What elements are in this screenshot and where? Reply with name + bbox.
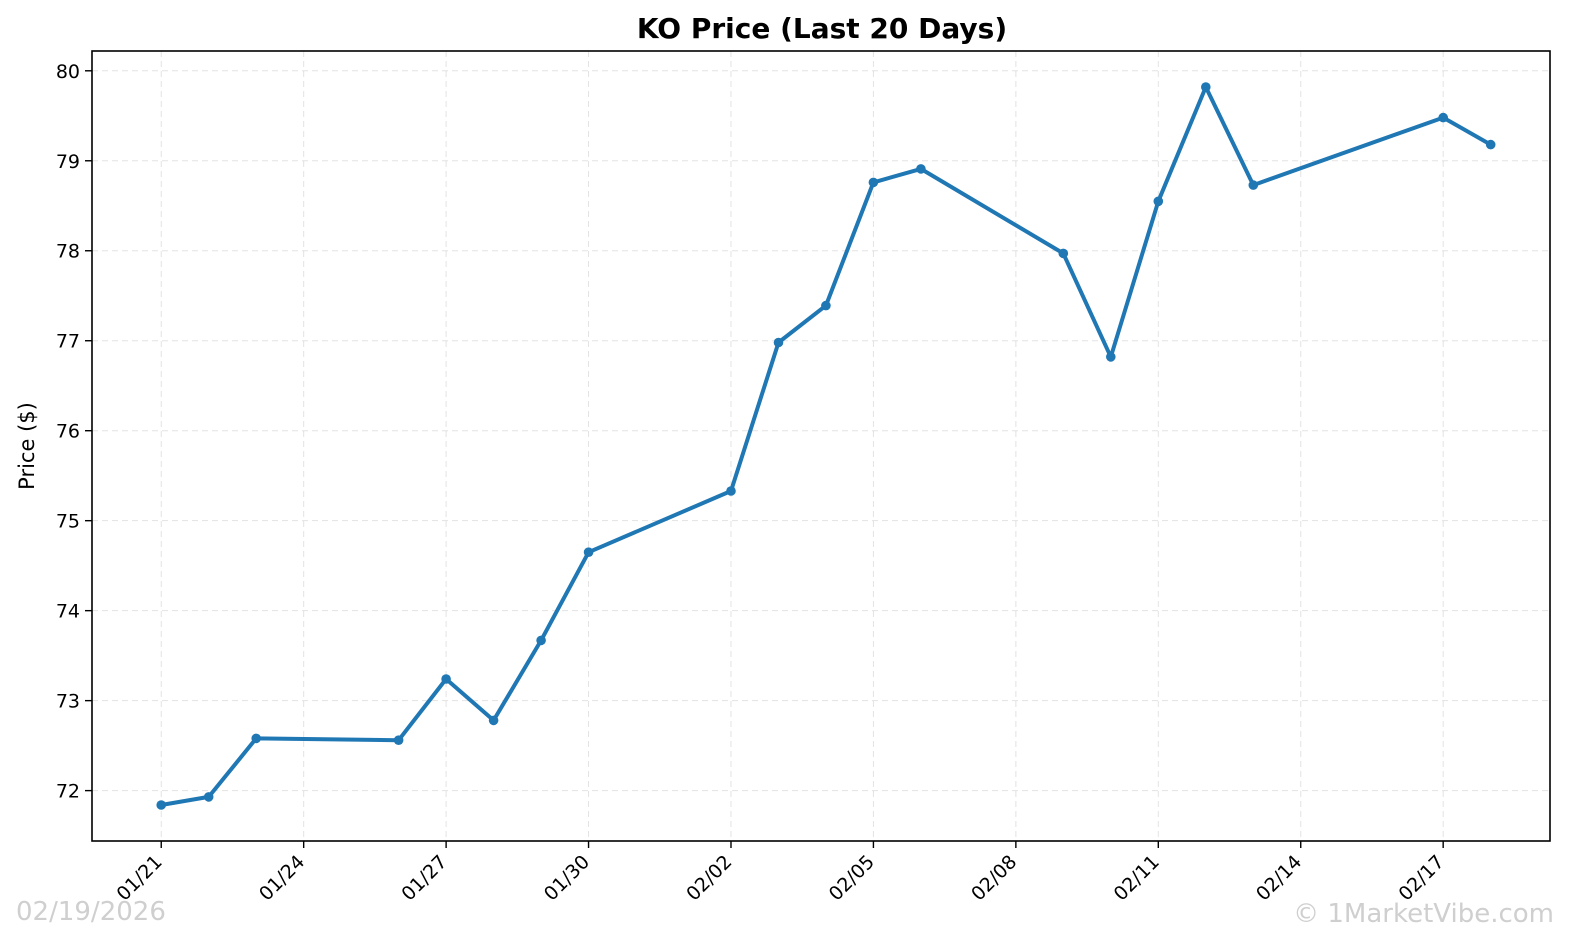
y-tick-label: 75 <box>56 511 80 533</box>
y-tick-label: 79 <box>56 151 80 173</box>
price-point <box>1248 180 1259 190</box>
plot-frame <box>91 50 1551 842</box>
price-series-line <box>159 85 1493 807</box>
price-point <box>821 300 831 311</box>
y-tick-label: 73 <box>56 691 80 713</box>
date-stamp: 02/19/2026 <box>16 897 166 927</box>
price-point <box>868 177 879 188</box>
price-point <box>773 337 784 348</box>
y-tick-label: 78 <box>56 241 80 263</box>
y-tick-label: 80 <box>56 61 80 83</box>
y-tick-label: 74 <box>56 601 80 623</box>
price-point <box>1058 248 1069 259</box>
price-point <box>1153 196 1164 207</box>
price-point <box>916 164 926 174</box>
price-point <box>1485 139 1496 150</box>
copyright-watermark: © 1MarketVibe.com <box>1293 899 1554 929</box>
y-tick-label: 76 <box>56 421 80 443</box>
chart-title: KO Price (Last 20 Days) <box>637 12 1007 45</box>
price-point <box>441 674 451 684</box>
y-tick-label: 77 <box>56 331 80 353</box>
price-point <box>488 715 499 726</box>
series-layer <box>156 82 1496 810</box>
price-point <box>156 800 166 810</box>
price-point <box>583 547 594 557</box>
price-point <box>1106 352 1116 362</box>
price-point <box>1438 112 1448 123</box>
price-point <box>536 635 546 646</box>
y-axis-label: Price ($) <box>15 402 39 490</box>
price-point <box>393 735 404 745</box>
price-point <box>251 733 261 744</box>
price-point <box>726 486 736 496</box>
y-tick-label: 72 <box>56 781 80 803</box>
price-point <box>203 792 214 802</box>
grid-lines <box>92 51 1550 841</box>
price-point <box>1201 82 1211 92</box>
